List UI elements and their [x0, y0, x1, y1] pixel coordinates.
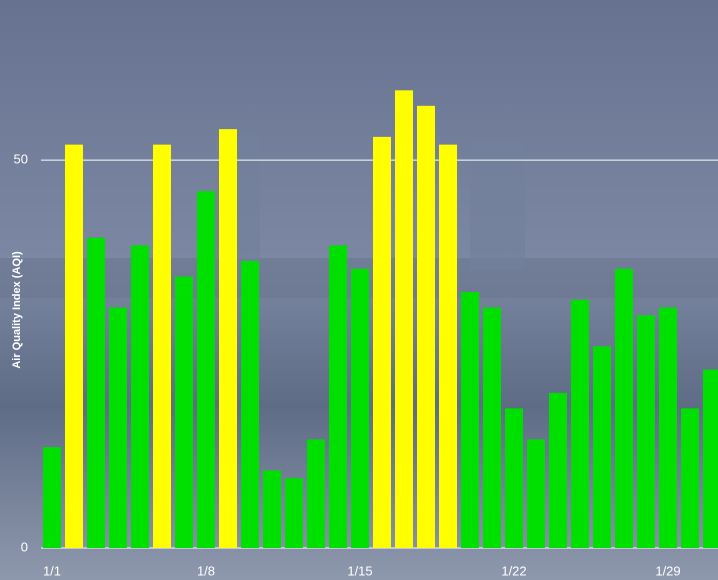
bar	[43, 447, 61, 548]
y-axis-label: Air Quality Index (AQI)	[11, 251, 23, 369]
bar	[175, 277, 193, 549]
x-tick-label: 1/1	[43, 563, 61, 578]
building-shape	[470, 140, 525, 270]
bar	[373, 137, 391, 548]
bar	[461, 292, 479, 548]
bar	[593, 346, 611, 548]
bar	[263, 470, 281, 548]
y-tick-label: 0	[21, 539, 28, 554]
x-tick-label: 1/29	[655, 563, 680, 578]
bar	[395, 90, 413, 548]
bar	[417, 106, 435, 548]
bar	[527, 439, 545, 548]
bar	[615, 269, 633, 548]
x-tick-label: 1/8	[197, 563, 215, 578]
bar	[131, 245, 149, 548]
bar	[219, 129, 237, 548]
bar	[483, 308, 501, 548]
bar	[241, 261, 259, 548]
bar	[109, 308, 127, 548]
bar	[87, 238, 105, 548]
bar	[307, 439, 325, 548]
bar	[571, 300, 589, 548]
bar	[703, 370, 718, 548]
bar	[681, 408, 699, 548]
x-tick-label: 1/15	[347, 563, 372, 578]
bar	[197, 191, 215, 548]
bar	[329, 245, 347, 548]
page: {"chart_data": {"type": "bar", "y_label"…	[0, 0, 718, 580]
bar	[351, 269, 369, 548]
bar	[659, 308, 677, 548]
y-tick-label: 50	[14, 152, 28, 167]
bar	[65, 145, 83, 548]
bar	[637, 315, 655, 548]
bar	[153, 145, 171, 548]
chart: Air Quality Index (AQI) 0 50 1/1 1/8 1/15 1/2…	[0, 0, 718, 580]
bar	[505, 408, 523, 548]
x-tick-label: 1/22	[501, 563, 526, 578]
bar	[285, 478, 303, 548]
bar	[549, 393, 567, 548]
bar	[439, 145, 457, 548]
